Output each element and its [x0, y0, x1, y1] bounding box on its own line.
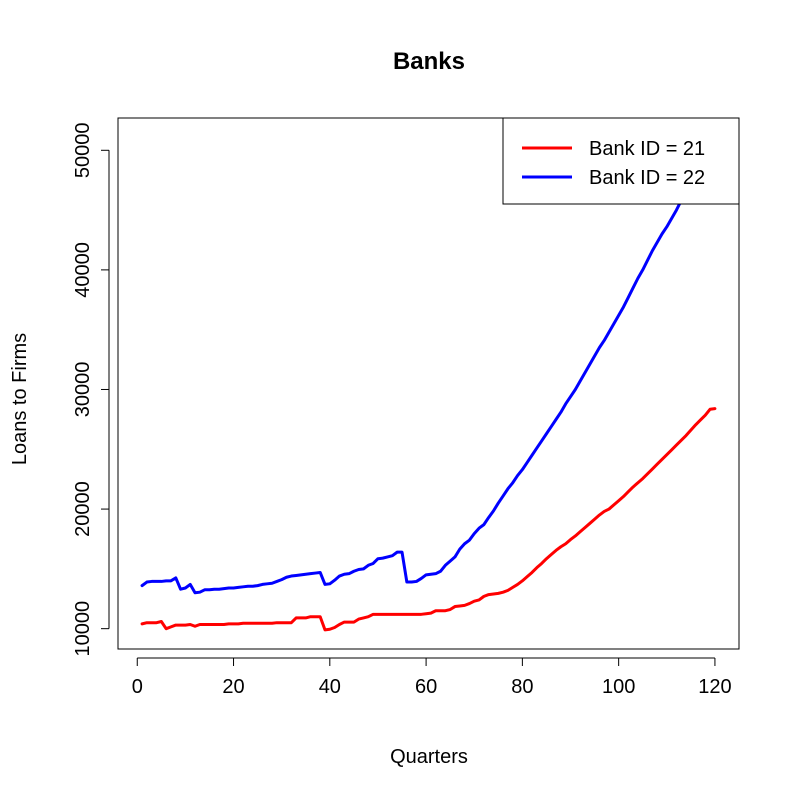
legend-box — [502, 117, 740, 205]
x-tick-label: 120 — [698, 676, 731, 698]
legend: Bank ID = 21 Bank ID = 22 — [502, 117, 740, 205]
series-line-2 — [140, 190, 688, 595]
series-line-1 — [140, 407, 717, 632]
y-axis-label: Loans to Firms — [9, 333, 31, 465]
y-tick-label: 40000 — [72, 242, 94, 298]
y-tick-label: 10000 — [72, 601, 94, 657]
x-tick-label: 0 — [132, 676, 143, 698]
x-tick-label: 40 — [319, 676, 341, 698]
x-tick-label: 80 — [511, 676, 533, 698]
y-tick-label: 50000 — [72, 122, 94, 178]
x-tick-label: 20 — [222, 676, 244, 698]
series-layer — [140, 190, 717, 632]
y-tick-label: 30000 — [72, 362, 94, 418]
legend-label-2: Bank ID = 22 — [589, 167, 705, 189]
x-axis-label: Quarters — [390, 746, 468, 768]
y-axis: 10000 20000 30000 40000 50000 — [72, 122, 110, 657]
legend-label-1: Bank ID = 21 — [589, 138, 705, 160]
x-axis: 0 20 40 60 80 100 120 — [132, 657, 732, 698]
x-tick-label: 60 — [415, 676, 437, 698]
plot-frame — [117, 117, 740, 650]
y-tick-label: 20000 — [72, 481, 94, 537]
x-tick-label: 100 — [602, 676, 635, 698]
chart-title: Banks — [393, 48, 465, 75]
